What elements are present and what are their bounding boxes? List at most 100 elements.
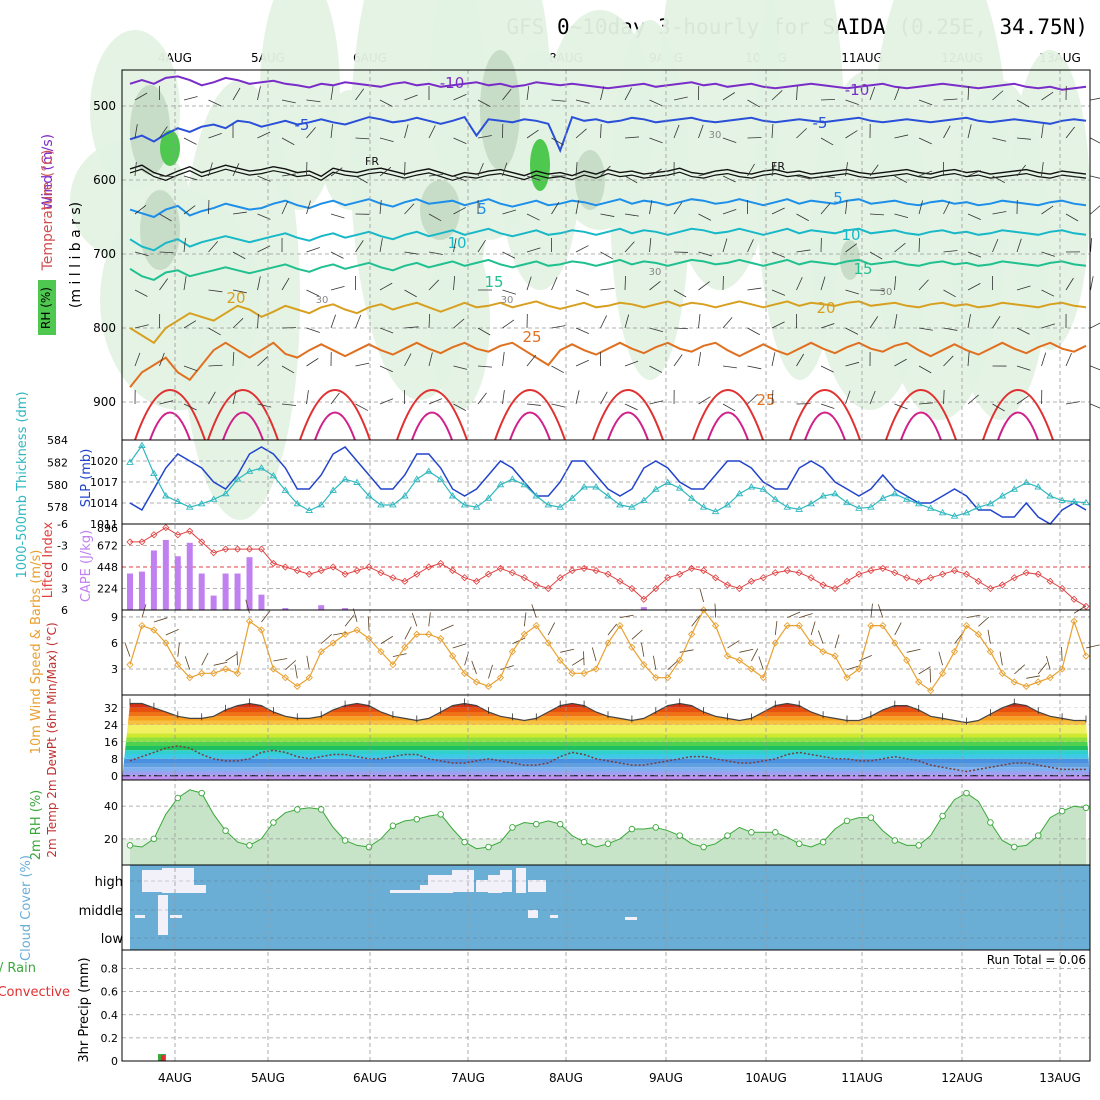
wind-barb	[1090, 322, 1100, 329]
wind10m-point-35	[544, 639, 552, 647]
wind-barb	[379, 365, 393, 373]
isotherm-0	[129, 75, 1087, 91]
wind-barb	[894, 175, 908, 183]
wind-barb	[722, 175, 736, 183]
wind-barb	[551, 99, 566, 102]
wind10m-barb-43	[641, 642, 645, 657]
wind10m-point-1	[138, 621, 146, 630]
wind-barb	[159, 251, 174, 254]
wind10m-point-0	[126, 661, 134, 669]
wind-barb	[943, 250, 958, 253]
li-point-77	[1046, 577, 1054, 585]
wind-barb	[404, 94, 418, 101]
wind-barb	[698, 124, 704, 139]
wind10m-barb-40	[607, 623, 617, 636]
cape-bar-9	[234, 573, 241, 610]
rh2m-point-70	[963, 789, 970, 797]
wind10m-barb-74	[1014, 664, 1026, 675]
cloud-block-10	[476, 880, 488, 892]
wind-barb	[673, 96, 688, 101]
contour-label-12: 20	[226, 289, 245, 307]
wind10m-point-14	[293, 682, 301, 690]
wind-barb	[820, 175, 835, 179]
wind-barb	[134, 124, 138, 139]
y-tick-temp-0: 32	[104, 702, 118, 715]
wind-barb	[796, 175, 811, 180]
rh2m-point-60	[843, 817, 851, 825]
dewpt2m-line	[129, 745, 1086, 773]
wind-barb	[232, 318, 244, 329]
wind10m-point-47	[688, 630, 696, 638]
rh2m-point-10	[246, 842, 253, 849]
rh-shade-mid-1	[140, 190, 180, 270]
rh-shade-mid-3	[420, 180, 460, 240]
wind10m-point-52	[747, 665, 756, 673]
wind10m-point-48	[699, 606, 708, 614]
li-point-55	[783, 567, 791, 575]
wind-barb	[379, 99, 393, 107]
thickness-point-10	[245, 467, 254, 474]
y-label-li: Lifted Index	[41, 521, 56, 598]
y-label-cloud: Cloud Cover (%)	[19, 855, 34, 961]
wind10m-barb-0	[124, 643, 131, 657]
li-point-22	[389, 574, 397, 582]
wind10m-barb-30	[488, 664, 493, 679]
wind-barb	[918, 237, 920, 253]
li-line	[130, 527, 1087, 607]
y-tick-upper-3: 800	[93, 321, 116, 335]
y-tick-cape-2: 448	[97, 561, 118, 574]
temp2m-band-1	[122, 771, 1090, 776]
thickness-point-50	[723, 501, 732, 508]
isotherm-1	[129, 115, 1087, 154]
thickness-point-7	[209, 495, 218, 502]
cloud-block-16	[550, 915, 558, 918]
wind10m-point-66	[915, 678, 923, 686]
rh2m-point-68	[939, 812, 946, 820]
wind-barb	[649, 168, 662, 177]
wind-barb	[208, 133, 222, 139]
wind10m-point-70	[962, 621, 971, 630]
rh2m-point-50	[724, 832, 731, 839]
thickness-point-43	[640, 496, 648, 503]
li-point-44	[652, 584, 660, 593]
isotherm-2	[129, 164, 1087, 178]
wind-barb	[428, 279, 440, 291]
wind-barb	[281, 201, 289, 215]
wind10m-point-37	[568, 669, 576, 677]
thickness-point-22	[389, 501, 397, 508]
rh2m-point-46	[676, 832, 683, 839]
wind10m-barb-24	[411, 612, 418, 627]
x-tick-bottom-8: 12AUG	[941, 1071, 983, 1085]
isotherm-7	[129, 341, 1087, 388]
wind-barb	[747, 365, 762, 370]
wind-barb	[232, 352, 235, 367]
wind-barb	[698, 281, 710, 291]
thickness-point-59	[831, 489, 839, 497]
thickness-point-34	[532, 492, 541, 499]
thickness-point-61	[855, 504, 863, 511]
x-tick-bottom-4: 8AUG	[549, 1071, 583, 1085]
wind-barb	[232, 211, 247, 215]
wind10m-barb-36	[560, 648, 574, 653]
temp2m-panel: 32 24 16 8 0 2m Temp 2m DewPt (6hr Min/Max) (…	[45, 622, 1090, 858]
wind-barb	[379, 327, 394, 334]
y-label-millibars: (m i l l i b a r s)	[68, 202, 84, 308]
li-point-41	[616, 577, 624, 585]
wind-barb	[624, 87, 632, 101]
cloud-bg	[130, 865, 1090, 950]
li-point-31	[496, 564, 505, 572]
wind-barb	[771, 162, 776, 177]
rh2m-point-78	[1058, 807, 1066, 815]
li-point-33	[520, 574, 528, 582]
cloud-block-2	[192, 885, 206, 893]
wind-barb	[967, 314, 971, 329]
wind-barb	[771, 124, 774, 139]
thickness-point-58	[819, 492, 827, 499]
wind-barb	[159, 352, 165, 367]
y-label-temp: Temperature (°C)	[40, 150, 56, 272]
wind10m-point-19	[353, 626, 361, 634]
thickness-point-31	[496, 480, 505, 488]
wind-barb	[134, 204, 147, 215]
rh-shade-mid-0	[130, 85, 170, 175]
li-point-11	[257, 545, 266, 553]
